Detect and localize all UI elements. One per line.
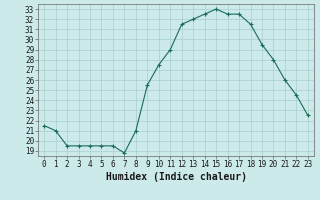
X-axis label: Humidex (Indice chaleur): Humidex (Indice chaleur) xyxy=(106,172,246,182)
